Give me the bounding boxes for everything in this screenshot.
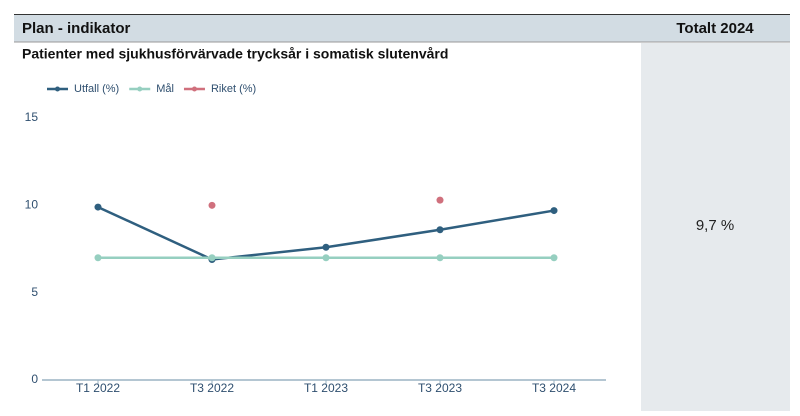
legend-label: Utfall (%) <box>74 83 119 95</box>
data-point <box>436 196 444 204</box>
legend-marker <box>55 86 60 92</box>
y-tick-label: 5 <box>31 285 38 299</box>
data-point <box>322 243 330 251</box>
x-tick-label: T1 2022 <box>76 381 120 395</box>
y-tick-label: 0 <box>31 372 38 386</box>
y-tick-label: 15 <box>25 110 39 124</box>
data-point <box>94 203 102 211</box>
series-line <box>97 205 555 261</box>
data-point <box>322 254 330 262</box>
x-tick-label: T1 2023 <box>304 381 348 395</box>
data-point <box>208 201 216 209</box>
legend-label: Mål <box>156 83 174 95</box>
legend-marker <box>137 86 143 92</box>
legend-label: Riket (%) <box>211 83 256 95</box>
header-bar <box>14 14 790 42</box>
data-point <box>94 254 102 262</box>
data-point <box>208 254 216 262</box>
legend-marker <box>191 86 197 92</box>
y-tick-label: 10 <box>25 198 39 212</box>
total-value: 9,7 % <box>696 217 734 234</box>
data-point <box>550 207 558 215</box>
x-tick-label: T3 2024 <box>532 381 576 395</box>
header-total: Totalt 2024 <box>676 20 754 37</box>
x-tick-label: T3 2022 <box>190 381 234 395</box>
data-point <box>436 254 444 262</box>
total-cell <box>641 43 790 411</box>
data-point <box>436 226 444 234</box>
data-point <box>550 254 558 262</box>
chart-title: Patienter med sjukhusförvärvade trycksår… <box>22 46 448 62</box>
header-indicator: Plan - indikator <box>22 20 131 37</box>
x-tick-label: T3 2023 <box>418 381 462 395</box>
